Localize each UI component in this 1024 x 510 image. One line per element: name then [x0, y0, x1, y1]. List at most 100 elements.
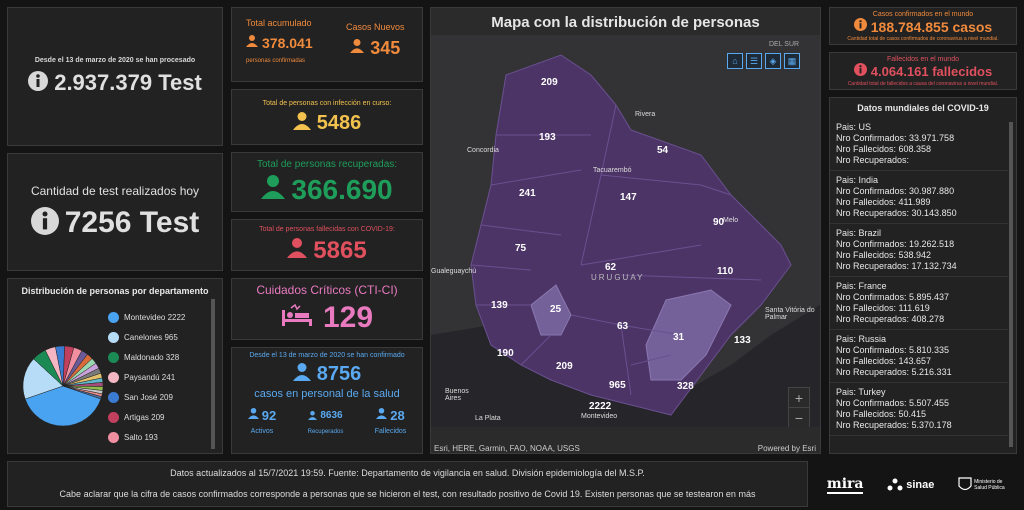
accumulated-panel: Total acumulado 378.041 personas confirm…: [231, 7, 423, 82]
recuperadas-panel: Total de personas recuperadas: 366.690: [231, 152, 423, 212]
salud-sub: casos en personal de la salud: [254, 388, 400, 400]
recovered-count: Nro Recuperados: 5.370.178: [836, 420, 952, 430]
recuperadas-value: 366.690: [291, 173, 393, 205]
list-item[interactable]: Pais: France Nro Confirmados: 5.895.437 …: [830, 277, 1008, 330]
zoom-out-button[interactable]: −: [794, 410, 804, 426]
basemap-icon[interactable]: ▦: [784, 53, 800, 69]
deaths-count: Nro Fallecidos: 50.415: [836, 409, 927, 419]
place-label: Montevideo: [581, 413, 618, 420]
dept-count: 965: [609, 380, 626, 391]
map-toolbar: ⌂ ☰ ◈ ▦: [727, 53, 800, 69]
world-cases-value: 188.784.855 casos: [870, 18, 993, 35]
place-label: Rivera: [635, 111, 656, 118]
deaths-count: Nro Fallecidos: 143.657: [836, 356, 932, 366]
fallecidas-panel: Total de personas fallecidas con COVID-1…: [231, 219, 423, 271]
map-powered[interactable]: Powered by Esri: [757, 444, 816, 453]
legend-icon[interactable]: ☰: [746, 53, 762, 69]
map-panel: Mapa con la distribución de personas 209…: [430, 7, 821, 454]
recovered-count: Nro Recuperados:: [836, 155, 910, 165]
pie-slice[interactable]: [22, 358, 64, 400]
world-list[interactable]: Pais: US Nro Confirmados: 33.971.758 Nro…: [830, 118, 1008, 453]
departments-panel: Distribución de personas por departament…: [7, 278, 223, 454]
list-item[interactable]: Pais: US Nro Confirmados: 33.971.758 Nro…: [830, 118, 1008, 171]
activos-value: 92: [261, 407, 277, 423]
legend-swatch: [108, 411, 119, 423]
world-list-scrollbar[interactable]: [1009, 122, 1013, 447]
dept-count: 209: [556, 361, 573, 372]
list-item[interactable]: Pais: Russia Nro Confirmados: 5.810.335 …: [830, 330, 1008, 383]
sinae-text: sinae: [906, 479, 935, 491]
info-icon: [853, 62, 867, 81]
world-deaths-panel: Fallecidos en el mundo 4.064.161 falleci…: [829, 52, 1017, 90]
list-item[interactable]: Pais: Turkey Nro Confirmados: 5.507.455 …: [830, 383, 1008, 436]
recuperadas-label: Total de personas recuperadas:: [256, 158, 398, 170]
map-canvas[interactable]: 209 193 54 147 241 90 75 62 110 139 25 6…: [431, 35, 820, 427]
info-icon: [30, 206, 59, 240]
uruguay-map: [431, 35, 820, 427]
legend-item[interactable]: Salto 193: [108, 427, 185, 447]
tests-total-panel: Desde el 13 de marzo de 2020 se han proc…: [7, 7, 223, 146]
legend-label: Salto 193: [124, 432, 158, 442]
casos-nuevos-value: 345: [370, 38, 401, 58]
world-cases-sub: Cantidad total de casos confirmados de c…: [847, 35, 999, 42]
departments-legend: Montevideo 2222 Canelones 965 Maldonado 32…: [108, 307, 185, 447]
legend-swatch: [108, 371, 119, 383]
departments-pie-chart: [22, 345, 104, 427]
dept-count: 110: [717, 266, 734, 277]
fallecidos-value: 28: [390, 407, 405, 423]
shield-icon: [958, 477, 972, 491]
pie-slice[interactable]: [62, 385, 102, 400]
legend-item[interactable]: San José 209: [108, 387, 185, 407]
legend-label: Maldonado 328: [124, 352, 180, 362]
total-acumulado-sub: personas confirmadas: [246, 58, 306, 64]
place-label: Melo: [723, 217, 739, 224]
place-label: Gualeguaychú: [431, 268, 477, 275]
total-acumulado-label: Total acumulado: [246, 18, 312, 28]
msp-text: Ministerio de Salud Pública: [974, 479, 1005, 491]
country-label: URUGUAY: [591, 273, 645, 282]
layers-icon[interactable]: ◈: [765, 53, 781, 69]
legend-item[interactable]: Maldonado 328: [108, 347, 185, 367]
cti-value: 129: [322, 301, 374, 334]
dept-count: 209: [541, 77, 558, 88]
fallecidas-value: 5865: [313, 236, 367, 264]
en-curso-panel: Total de personas con infección en curso…: [231, 89, 423, 145]
legend-item[interactable]: Artigas 209: [108, 407, 185, 427]
dept-count: 2222: [589, 401, 612, 412]
list-item[interactable]: Pais: India Nro Confirmados: 30.987.880 …: [830, 171, 1008, 224]
world-list-panel: Datos mundiales del COVID-19 Pais: US Nr…: [829, 97, 1017, 454]
country-name: Pais: Turkey: [836, 387, 886, 397]
legend-swatch: [108, 431, 119, 443]
casos-nuevos-label: Casos Nuevos: [346, 22, 405, 32]
list-item[interactable]: Pais: Brazil Nro Confirmados: 19.262.518…: [830, 224, 1008, 277]
en-curso-label: Total de personas con infección en curso…: [262, 99, 392, 107]
sinae-icon: [887, 478, 903, 491]
salud-value: 8756: [316, 363, 362, 385]
deaths-count: Nro Fallecidos: 411.989: [836, 197, 931, 207]
recuperados-label: Recuperados: [307, 428, 344, 435]
dept-count: 328: [677, 381, 694, 392]
legend-label: Paysandú 241: [124, 372, 176, 382]
home-icon[interactable]: ⌂: [727, 53, 743, 69]
zoom-control: + −: [788, 387, 810, 427]
tests-today-value: 7256 Test: [64, 206, 200, 239]
legend-item[interactable]: Paysandú 241: [108, 367, 185, 387]
legend-scrollbar[interactable]: [211, 299, 215, 449]
dept-count: 25: [550, 304, 562, 315]
pie-slice[interactable]: [24, 385, 102, 427]
legend-item[interactable]: Montevideo 2222: [108, 307, 185, 327]
legend-swatch: [108, 351, 119, 363]
activos-label: Activos: [250, 428, 274, 435]
place-label: Concordia: [467, 147, 499, 154]
legend-label: Artigas 209: [124, 412, 165, 422]
person-icon: [246, 34, 258, 52]
logos: mira sinae Ministerio de Salud Pública: [815, 466, 1020, 504]
country-name: Pais: France: [836, 281, 887, 291]
person-icon: [292, 111, 311, 135]
confirmed-count: Nro Confirmados: 5.895.437: [836, 292, 950, 302]
zoom-in-button[interactable]: +: [789, 388, 809, 408]
msp-logo: Ministerio de Salud Pública: [958, 477, 1008, 493]
country-name: Pais: Brazil: [836, 228, 882, 238]
departments-title: Distribución de personas por departament…: [21, 286, 209, 296]
legend-item[interactable]: Canelones 965: [108, 327, 185, 347]
